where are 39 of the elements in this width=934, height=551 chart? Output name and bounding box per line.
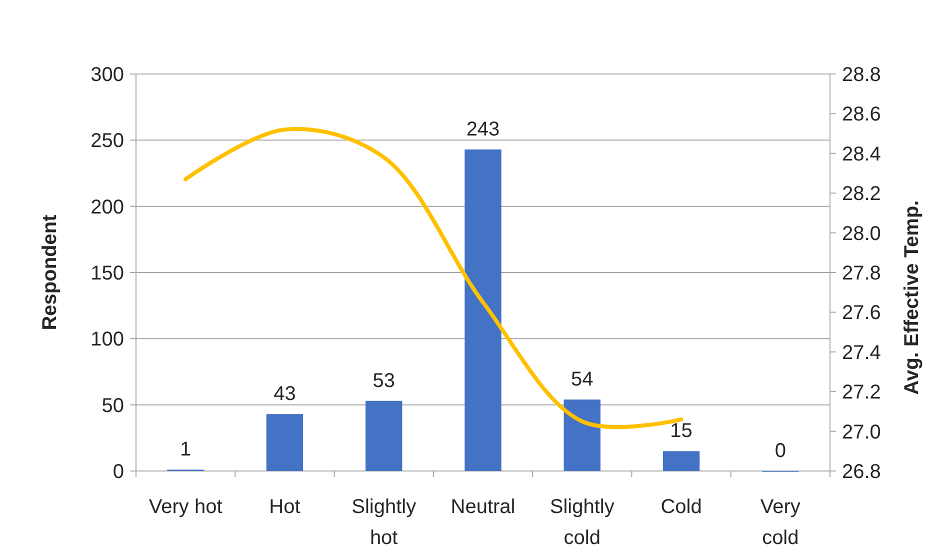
y2-tick-label: 27.0 xyxy=(842,421,881,444)
data-label: 1 xyxy=(180,438,192,461)
data-label: 53 xyxy=(372,370,395,392)
y-tick-label: 50 xyxy=(102,394,124,417)
y2-tick-label: 27.6 xyxy=(842,302,881,324)
y2-tick-label: 28.6 xyxy=(842,104,881,126)
x-tick-label: Very hot xyxy=(148,496,223,518)
x-tick-label: Slightly hot xyxy=(352,496,416,549)
data-label: 54 xyxy=(571,368,594,391)
y-axis-title: Respondent xyxy=(39,214,61,330)
y2-tick-label: 26.8 xyxy=(842,461,881,483)
y-tick-label: 200 xyxy=(90,196,124,218)
y2-tick-label: 28.4 xyxy=(842,143,881,166)
bar xyxy=(662,451,700,471)
y-tick-label: 150 xyxy=(90,262,124,284)
y2-tick-label: 27.4 xyxy=(842,342,881,364)
y-tick-label: 300 xyxy=(90,64,124,86)
x-tick-label: Slightly cold xyxy=(550,496,614,549)
data-label: 43 xyxy=(274,383,296,406)
x-tick-label: Neutral xyxy=(450,496,516,518)
bar xyxy=(464,149,502,471)
y-tick-label: 250 xyxy=(90,130,124,152)
y2-tick-label: 27.2 xyxy=(842,382,881,404)
y2-tick-label: 28.0 xyxy=(842,222,881,245)
x-tick-label: Very cold xyxy=(760,496,800,549)
y-tick-label: 100 xyxy=(90,328,124,351)
bar xyxy=(564,400,600,471)
y-tick-label: 0 xyxy=(112,461,124,483)
data-label: 0 xyxy=(774,440,786,462)
x-tick-label: Cold xyxy=(660,496,702,518)
y2-tick-label: 27.8 xyxy=(842,262,881,284)
data-label: 15 xyxy=(670,420,692,442)
bar xyxy=(266,414,304,471)
y2-axis-title: Avg. Effective Temp. xyxy=(901,200,923,395)
bar xyxy=(366,400,402,471)
x-tick-label: Hot xyxy=(269,496,301,518)
data-label: 243 xyxy=(466,118,500,140)
y2-tick-label: 28.8 xyxy=(842,64,881,86)
y2-tick-label: 28.2 xyxy=(842,183,881,206)
